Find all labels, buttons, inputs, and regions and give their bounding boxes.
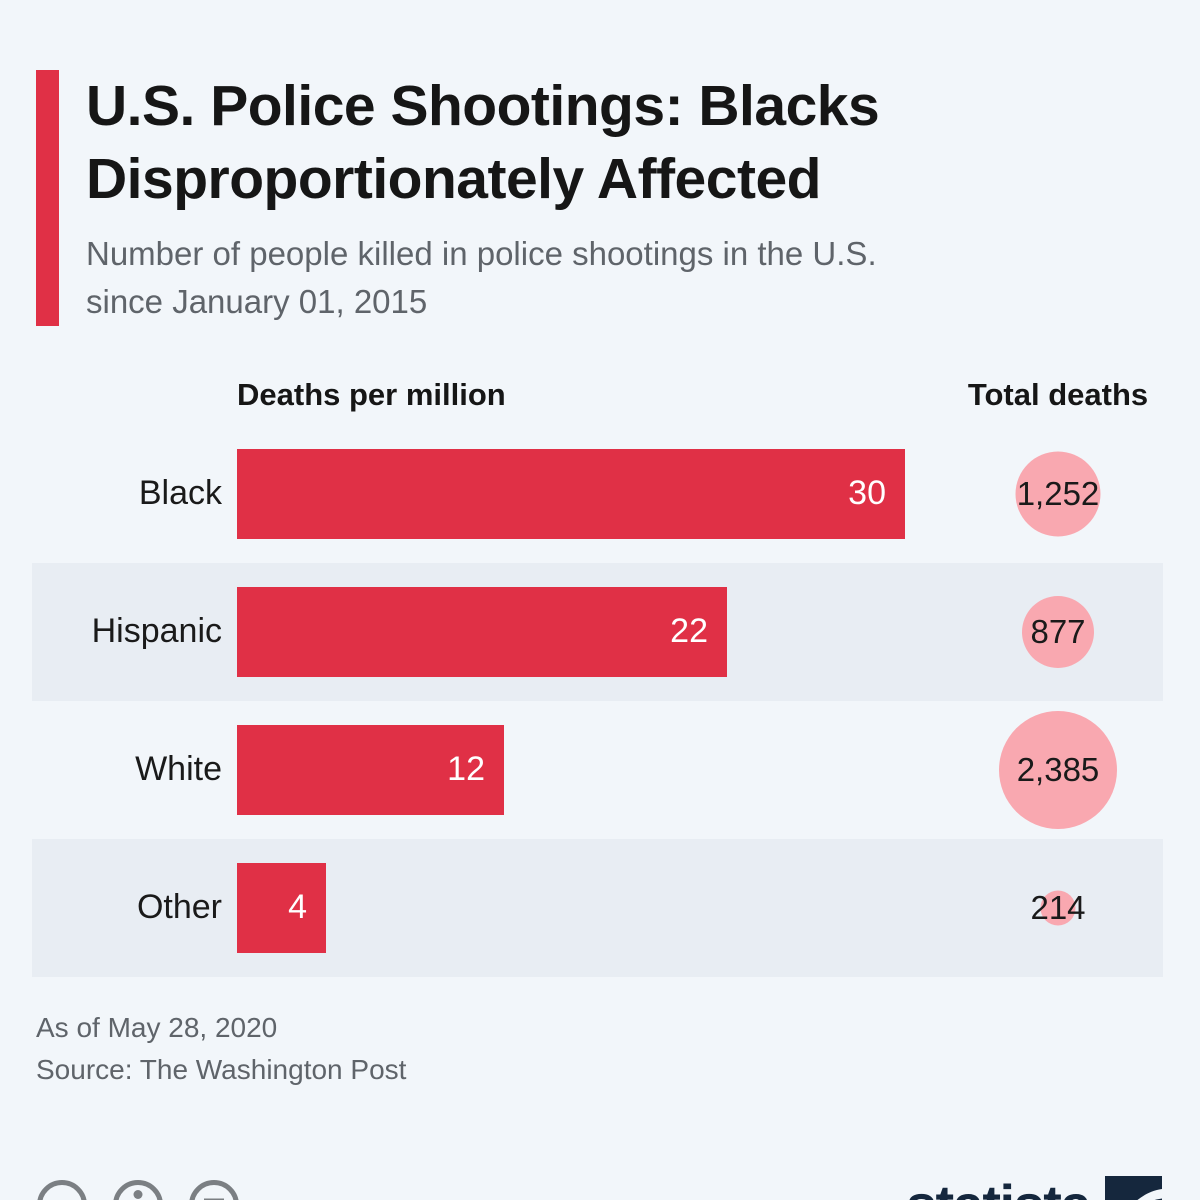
license-badges: cc bbox=[36, 1179, 240, 1200]
chart: Deaths per million Total deaths Black 30… bbox=[32, 377, 1163, 977]
bar-value: 30 bbox=[848, 474, 886, 513]
row-label: Black bbox=[138, 474, 222, 513]
subtitle-line-1: Number of people killed in police shooti… bbox=[86, 234, 877, 272]
bar-track: 4 bbox=[237, 862, 953, 953]
header: U.S. Police Shootings: Blacks Disproport… bbox=[36, 70, 1164, 326]
bottom-bar: cc statista bbox=[36, 1176, 1162, 1200]
svg-text:cc: cc bbox=[49, 1192, 75, 1200]
attribution-icon[interactable] bbox=[112, 1179, 164, 1200]
statista-logo[interactable]: statista bbox=[906, 1176, 1162, 1200]
title-accent-bar bbox=[36, 70, 59, 326]
bar-value: 22 bbox=[670, 612, 708, 651]
bar-track: 30 bbox=[237, 448, 953, 539]
total-deaths-value: 214 bbox=[1030, 888, 1086, 926]
title-line-1: U.S. Police Shootings: Blacks bbox=[86, 74, 880, 138]
total-deaths-bubble bbox=[1040, 890, 1076, 926]
page-subtitle: Number of people killed in police shooti… bbox=[86, 230, 879, 326]
page-title: U.S. Police Shootings: Blacks Disproport… bbox=[86, 70, 880, 216]
deaths-per-million-bar: 22 bbox=[237, 586, 727, 677]
total-deaths-cell: 877 bbox=[953, 563, 1163, 701]
chart-column-headers: Deaths per million Total deaths bbox=[32, 377, 1163, 413]
total-deaths-cell: 1,252 bbox=[953, 425, 1163, 563]
bar-value: 4 bbox=[288, 888, 307, 927]
chart-row: Hispanic 22 877 bbox=[32, 562, 1163, 701]
no-derivatives-icon[interactable] bbox=[188, 1179, 240, 1200]
total-deaths-bubble bbox=[999, 710, 1117, 829]
as-of-date: As of May 28, 2020 bbox=[36, 1011, 278, 1043]
chart-rows: Black 30 1,252 Hispanic 22 877 bbox=[32, 425, 1163, 977]
title-line-2: Disproportionately Affected bbox=[86, 146, 821, 211]
deaths-per-million-bar: 12 bbox=[237, 724, 504, 815]
statista-wordmark: statista bbox=[906, 1176, 1092, 1200]
column-header-total-deaths: Total deaths bbox=[967, 376, 1149, 412]
total-deaths-cell: 214 bbox=[953, 839, 1163, 977]
source-credit: Source: The Washington Post bbox=[36, 1053, 407, 1085]
title-block: U.S. Police Shootings: Blacks Disproport… bbox=[86, 70, 880, 326]
bar-value: 12 bbox=[447, 750, 485, 789]
chart-row: Black 30 1,252 bbox=[32, 425, 1163, 563]
cc-icon[interactable]: cc bbox=[36, 1179, 88, 1200]
total-deaths-value: 877 bbox=[1030, 612, 1086, 650]
footer: As of May 28, 2020 Source: The Washingto… bbox=[36, 1007, 1164, 1091]
bar-track: 22 bbox=[237, 586, 953, 677]
chart-row: Other 4 214 bbox=[32, 838, 1163, 977]
total-deaths-cell: 2,385 bbox=[953, 701, 1163, 839]
total-deaths-value: 1,252 bbox=[1016, 474, 1100, 512]
total-deaths-bubble bbox=[1015, 451, 1101, 537]
infographic: U.S. Police Shootings: Blacks Disproport… bbox=[0, 70, 1200, 1200]
total-deaths-value: 2,385 bbox=[1016, 750, 1100, 788]
subtitle-line-2: since January 01, 2015 bbox=[86, 282, 428, 320]
row-label: Hispanic bbox=[91, 612, 222, 651]
column-header-deaths-per-million: Deaths per million bbox=[237, 376, 506, 412]
deaths-per-million-bar: 30 bbox=[237, 448, 905, 539]
row-label: Other bbox=[136, 888, 222, 927]
bar-track: 12 bbox=[237, 724, 953, 815]
row-label: White bbox=[135, 750, 222, 789]
statista-logo-icon bbox=[1105, 1176, 1162, 1200]
total-deaths-bubble bbox=[1022, 595, 1094, 668]
chart-row: White 12 2,385 bbox=[32, 701, 1163, 839]
deaths-per-million-bar: 4 bbox=[237, 862, 326, 953]
